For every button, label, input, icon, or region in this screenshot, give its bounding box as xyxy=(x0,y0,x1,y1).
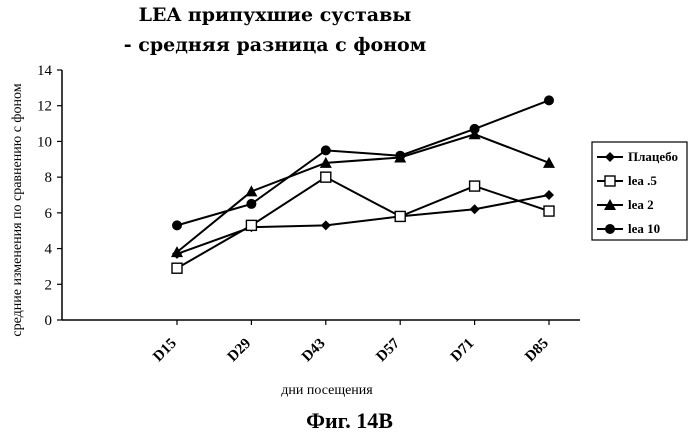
legend: Плацебо lea .5 lea 2 lea 10 xyxy=(592,142,687,240)
data-point xyxy=(321,145,331,155)
y-tick-label: 12 xyxy=(37,99,52,115)
data-point xyxy=(470,204,480,214)
y-tick-label: 6 xyxy=(45,206,53,222)
y-tick-label: 0 xyxy=(45,313,53,329)
y-tick-label: 10 xyxy=(37,134,52,150)
x-axis-label: дни посещения xyxy=(281,383,373,398)
legend-label: lea .5 xyxy=(628,173,657,188)
y-axis-label: средние изменения по сравнению с фоном xyxy=(10,83,25,336)
data-point xyxy=(172,220,182,230)
x-tick-label: D71 xyxy=(448,336,478,366)
data-point xyxy=(172,263,182,273)
x-tick-label: D43 xyxy=(299,336,329,366)
x-tick-label: D29 xyxy=(225,336,255,366)
data-point xyxy=(395,151,405,161)
series-2 xyxy=(172,172,554,273)
data-point xyxy=(470,124,480,134)
x-tick-label: D85 xyxy=(522,336,552,366)
data-point xyxy=(321,172,331,182)
y-tick-label: 8 xyxy=(45,170,53,186)
data-point xyxy=(544,190,554,200)
legend-label: lea 10 xyxy=(628,221,660,236)
x-tick-label: D57 xyxy=(373,335,403,365)
data-point xyxy=(245,185,257,196)
legend-label: Плацебо xyxy=(628,149,678,164)
data-point xyxy=(395,211,405,221)
legend-marker xyxy=(605,224,615,234)
x-tick-label: D15 xyxy=(150,336,180,366)
series-line xyxy=(177,177,549,268)
series-1 xyxy=(172,190,554,259)
figure-caption: Фиг. 14B xyxy=(0,408,699,434)
y-tick-label: 2 xyxy=(45,277,53,293)
legend-marker xyxy=(605,176,615,186)
data-point xyxy=(246,220,256,230)
legend-label: lea 2 xyxy=(628,197,654,212)
data-point xyxy=(246,199,256,209)
y-tick-label: 14 xyxy=(37,63,53,79)
data-point xyxy=(544,206,554,216)
series-line xyxy=(177,195,549,254)
data-point xyxy=(321,220,331,230)
y-tick-label: 4 xyxy=(45,242,53,258)
series-4 xyxy=(172,95,554,230)
data-point xyxy=(470,181,480,191)
data-point xyxy=(543,157,555,168)
data-point xyxy=(544,95,554,105)
